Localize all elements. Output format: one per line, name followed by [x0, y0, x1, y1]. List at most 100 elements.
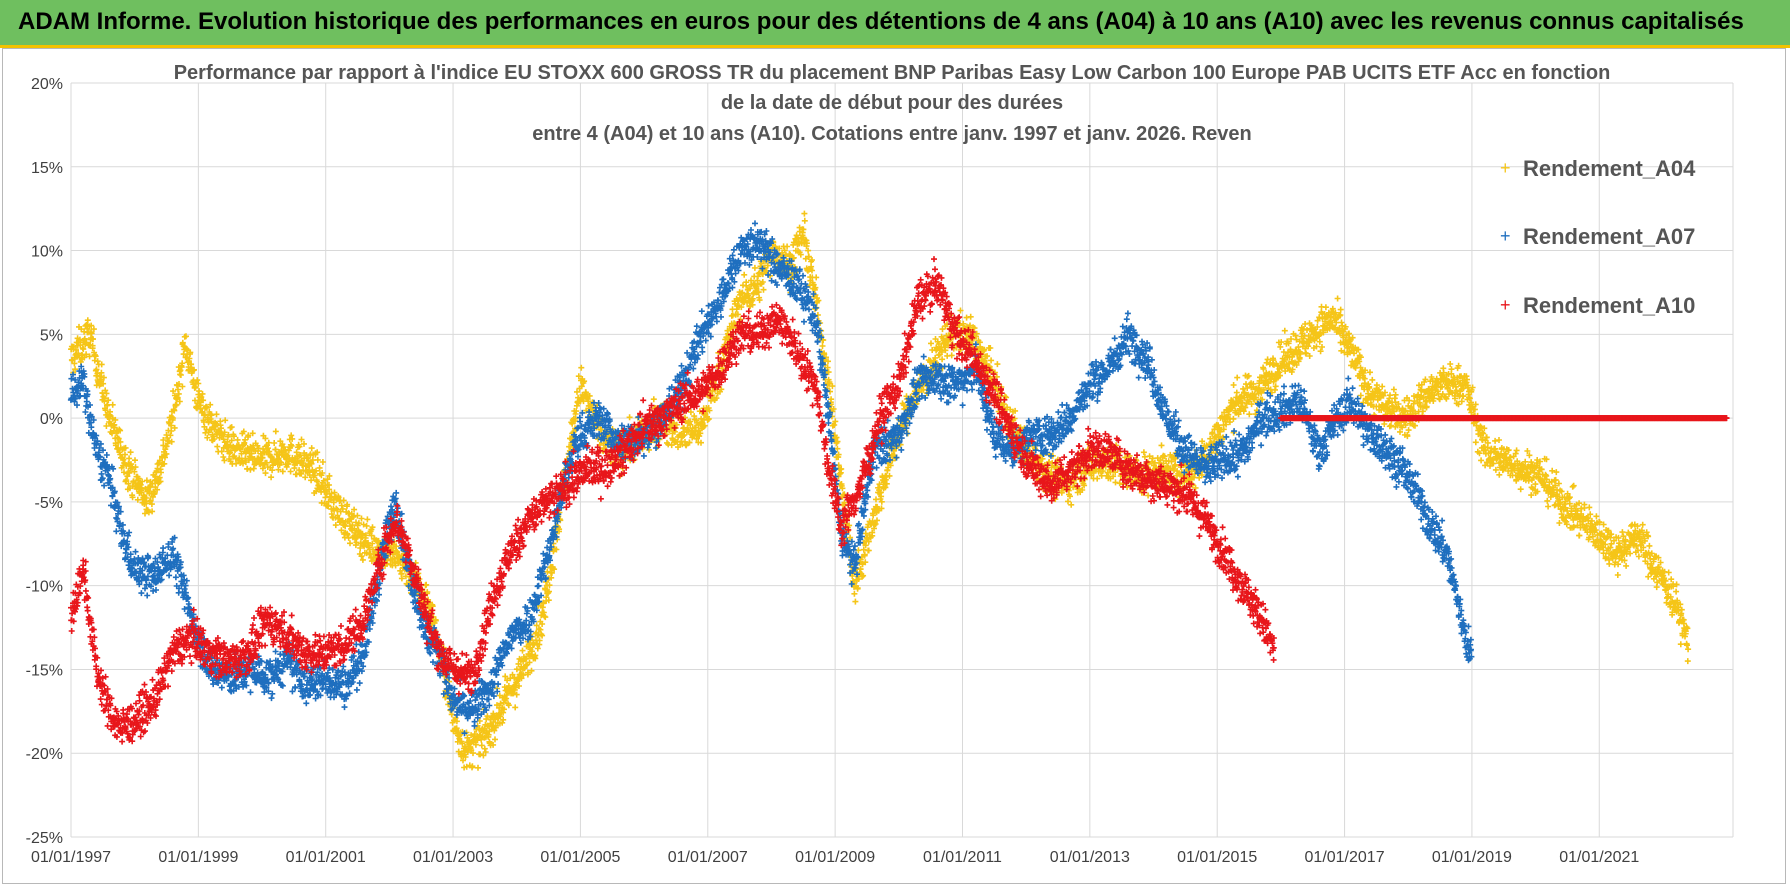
point-rendement-a04 [296, 443, 303, 450]
point-rendement-a04 [208, 412, 215, 419]
point-rendement-a04 [308, 477, 315, 484]
point-rendement-a04 [90, 336, 96, 343]
point-rendement-a04 [199, 390, 206, 397]
point-rendement-a04 [163, 450, 170, 457]
point-rendement-a04 [1496, 437, 1502, 443]
point-rendement-a07 [103, 452, 110, 458]
point-rendement-a04 [117, 438, 124, 445]
point-rendement-a04 [93, 366, 100, 373]
point-rendement-a04 [271, 440, 278, 446]
point-rendement-a07 [160, 545, 167, 552]
point-rendement-a04 [115, 435, 122, 442]
point-rendement-a04 [1460, 393, 1467, 400]
point-rendement-a04 [148, 501, 155, 508]
point-rendement-a04 [967, 313, 974, 320]
point-rendement-a04 [231, 433, 237, 440]
point-rendement-a04 [242, 436, 249, 443]
point-rendement-a04 [222, 417, 229, 424]
point-rendement-a04 [100, 374, 107, 381]
point-rendement-a04 [741, 271, 748, 278]
point-rendement-a04 [237, 446, 244, 453]
point-rendement-a04 [340, 497, 347, 504]
point-rendement-a04 [244, 465, 251, 472]
point-rendement-a04 [1381, 421, 1388, 427]
point-rendement-a04 [751, 264, 758, 271]
point-rendement-a04 [478, 742, 485, 749]
point-rendement-a04 [865, 547, 872, 554]
point-rendement-a04 [358, 515, 365, 522]
point-rendement-a04 [475, 764, 481, 771]
point-rendement-a04 [344, 501, 351, 508]
point-rendement-a04 [162, 454, 168, 461]
point-rendement-a04 [122, 444, 129, 451]
point-rendement-a04 [301, 440, 307, 447]
point-rendement-a04 [207, 401, 214, 408]
point-rendement-a04 [263, 459, 270, 466]
point-rendement-a04 [116, 426, 123, 433]
point-rendement-a04 [177, 372, 184, 378]
point-rendement-a04 [963, 314, 970, 321]
point-rendement-a04 [1322, 304, 1329, 311]
point-rendement-a04 [168, 422, 175, 429]
point-rendement-a04 [1673, 588, 1680, 595]
point-rendement-a04 [269, 467, 276, 474]
point-rendement-a07 [144, 592, 151, 599]
point-rendement-a04 [160, 437, 167, 443]
point-rendement-a04 [1606, 560, 1613, 567]
point-rendement-a04 [328, 490, 335, 497]
point-rendement-a04 [204, 434, 211, 441]
point-rendement-a04 [272, 428, 279, 435]
point-rendement-a04 [104, 401, 111, 408]
point-rendement-a04 [1593, 513, 1600, 520]
point-rendement-a04 [259, 465, 266, 472]
point-rendement-a04 [819, 343, 826, 349]
point-rendement-a04 [214, 443, 221, 450]
point-rendement-a04 [211, 436, 218, 442]
point-rendement-a04 [363, 522, 370, 529]
point-rendement-a04 [157, 478, 164, 485]
point-rendement-a04 [351, 525, 358, 532]
point-rendement-a04 [200, 397, 207, 404]
point-rendement-a04 [344, 531, 351, 538]
point-rendement-a04 [138, 484, 145, 491]
point-rendement-a04 [298, 470, 305, 477]
point-rendement-a04 [355, 520, 362, 527]
point-rendement-a04 [88, 322, 95, 329]
point-rendement-a04 [1234, 374, 1241, 381]
point-rendement-a04 [1116, 480, 1123, 487]
point-rendement-a04 [1646, 542, 1653, 549]
point-rendement-a04 [288, 432, 295, 439]
point-rendement-a04 [347, 540, 353, 547]
point-rendement-a04 [137, 481, 144, 488]
point-rendement-a04 [1614, 572, 1621, 578]
point-rendement-a04 [188, 361, 195, 368]
point-rendement-a04 [149, 508, 156, 515]
point-rendement-a04 [1281, 327, 1288, 334]
point-rendement-a04 [84, 317, 91, 324]
point-rendement-a04 [179, 339, 186, 346]
point-rendement-a04 [288, 442, 295, 449]
point-rendement-a04 [201, 411, 208, 418]
point-rendement-a04 [359, 556, 366, 563]
point-rendement-a04 [208, 418, 215, 425]
point-rendement-a04 [262, 435, 269, 442]
point-rendement-a04 [83, 351, 90, 358]
point-rendement-a04 [988, 357, 995, 364]
point-rendement-a04 [187, 349, 194, 356]
point-rendement-a04 [146, 484, 153, 491]
point-rendement-a04 [477, 751, 484, 758]
point-rendement-a04 [314, 449, 321, 456]
point-rendement-a04 [650, 396, 657, 403]
point-rendement-a04 [278, 459, 285, 466]
point-rendement-a04 [578, 364, 585, 371]
point-rendement-a04 [81, 354, 88, 361]
point-rendement-a04 [801, 210, 808, 217]
point-rendement-a04 [265, 439, 272, 446]
point-rendement-a04 [306, 472, 313, 479]
point-rendement-a04 [302, 474, 309, 481]
point-rendement-a04 [1379, 383, 1386, 390]
point-rendement-a04 [183, 333, 189, 340]
point-rendement-a04 [311, 472, 318, 479]
point-rendement-a04 [1112, 479, 1119, 486]
point-rendement-a04 [1517, 486, 1524, 493]
